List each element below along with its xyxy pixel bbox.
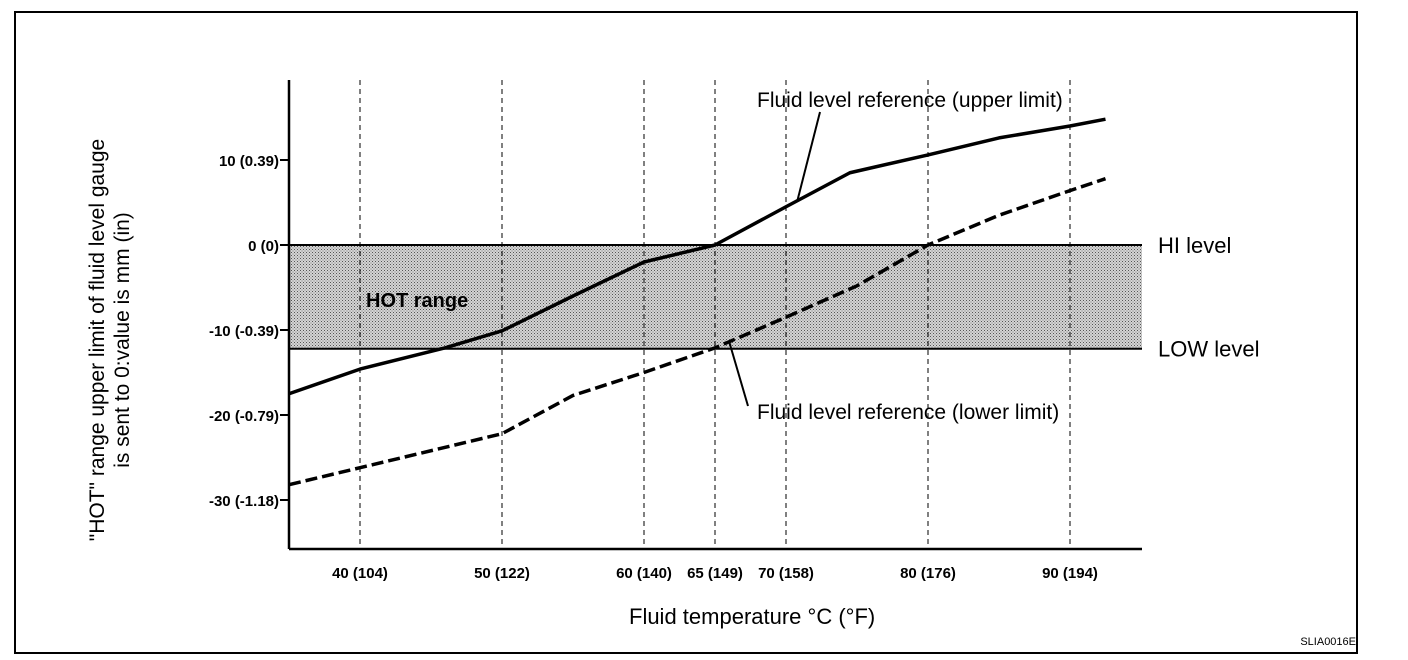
- y-tick-label: -20 (-0.79): [209, 408, 279, 425]
- x-tick-label: 80 (176): [900, 565, 956, 582]
- x-tick-label: 60 (140): [616, 565, 672, 582]
- x-tick-label: 70 (158): [758, 565, 814, 582]
- hot-range-label: HOT range: [366, 290, 468, 312]
- y-tick-label: 10 (0.39): [219, 153, 279, 170]
- hi-level-label: HI level: [1158, 233, 1231, 258]
- lower-limit-leader-line: [728, 341, 749, 407]
- y-tick-label: -10 (-0.39): [209, 323, 279, 340]
- x-tick-label: 40 (104): [332, 565, 388, 582]
- figure-frame: [14, 11, 1358, 654]
- y-tick-label: -30 (-1.18): [209, 493, 279, 510]
- x-tick-label: 50 (122): [474, 565, 530, 582]
- y-tick-label: 0 (0): [248, 238, 279, 255]
- lower-limit-annotation: Fluid level reference (lower limit): [757, 401, 1059, 424]
- figure-reference-code: SLIA0016E: [1300, 636, 1356, 648]
- low-level-label: LOW level: [1158, 337, 1259, 362]
- x-tick-label: 65 (149): [687, 565, 743, 582]
- upper-limit-leader-line: [796, 111, 821, 201]
- x-axis-label: Fluid temperature °C (°F): [629, 604, 876, 629]
- upper-limit-annotation: Fluid level reference (upper limit): [757, 89, 1063, 112]
- upper-limit-series-line: [288, 117, 1106, 396]
- x-tick-label: 90 (194): [1042, 565, 1098, 582]
- lower-limit-series-line: [288, 177, 1107, 487]
